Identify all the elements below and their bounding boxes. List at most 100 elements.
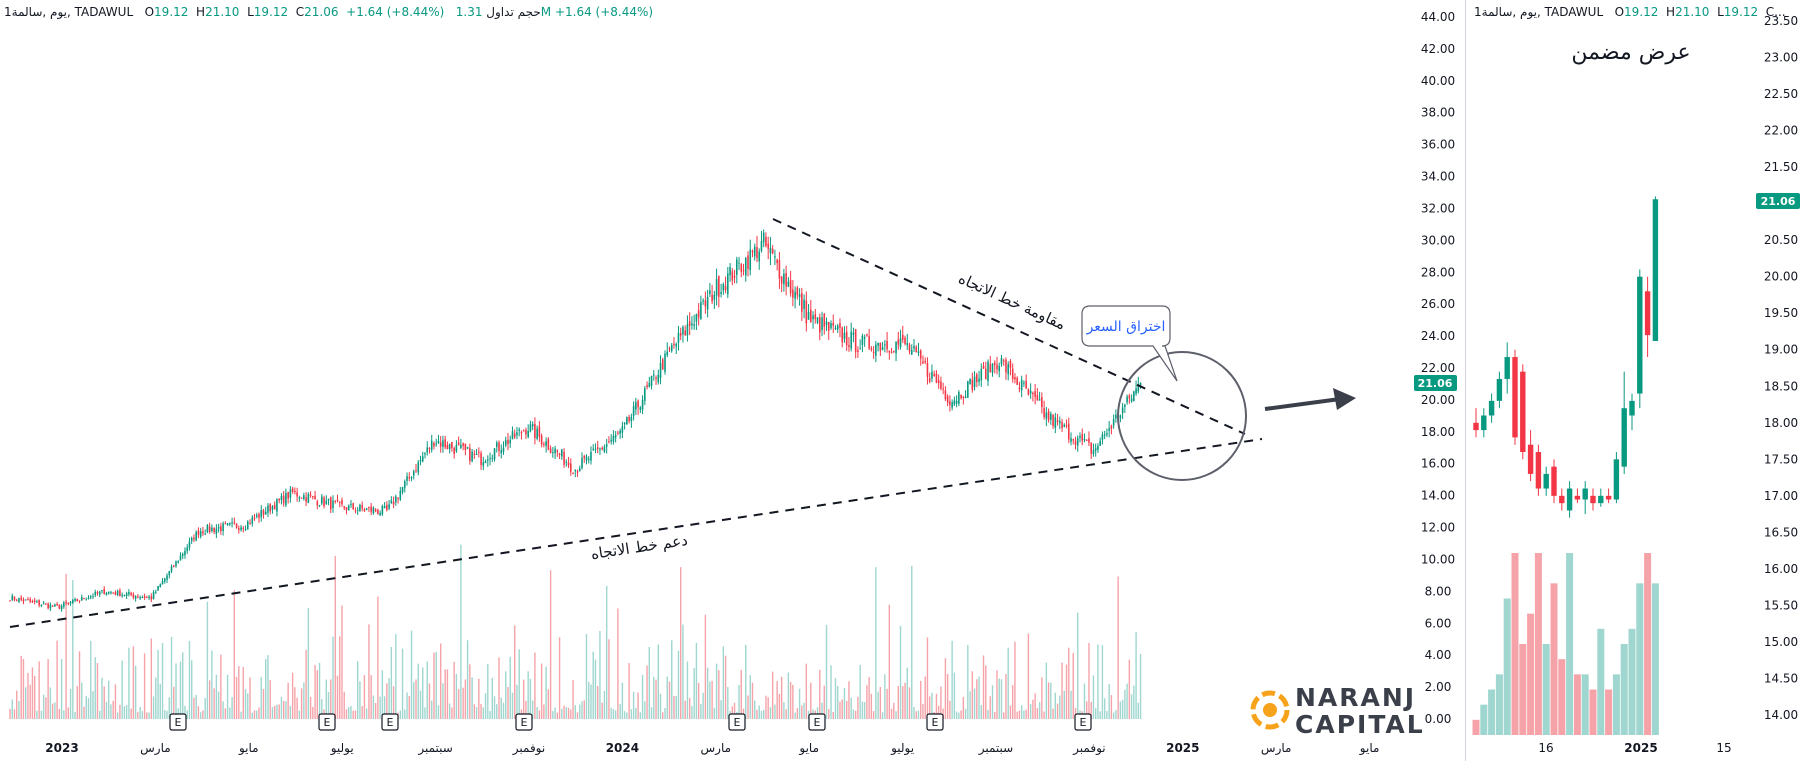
price-candle xyxy=(242,527,245,529)
price-candle xyxy=(670,345,673,352)
price-candle xyxy=(886,340,888,350)
main-chart-canvas[interactable]: 44.00 42.00 40.00 38.00 36.00 34.00 32.00 30.00… xyxy=(0,0,1465,761)
price-candle xyxy=(888,350,891,353)
inset-price-tick-label: 23.00 xyxy=(1764,51,1798,65)
price-candle xyxy=(1081,434,1084,441)
price-candle xyxy=(976,374,978,382)
price-candle xyxy=(693,324,695,326)
volume-bar xyxy=(994,711,996,719)
inset-high-value: 21.10 xyxy=(1675,5,1710,19)
price-candle xyxy=(578,468,581,471)
volume-bar xyxy=(78,651,81,719)
volume-bar xyxy=(341,605,343,719)
volume-bar xyxy=(955,711,958,719)
volume-bar xyxy=(866,685,868,719)
inset-chart-canvas[interactable]: 23.5023.0022.5022.0021.5021.0020.5020.00… xyxy=(1466,0,1814,761)
resistance-trendline[interactable] xyxy=(772,218,1246,435)
volume-bar xyxy=(837,686,839,719)
price-candle xyxy=(935,373,938,383)
volume-bar xyxy=(204,698,206,719)
volume-bar xyxy=(967,645,969,719)
volume-bar xyxy=(776,681,778,719)
volume-bar xyxy=(1137,702,1140,719)
breakout-circle[interactable] xyxy=(1117,351,1247,481)
volume-bar xyxy=(401,648,404,719)
volume-bar xyxy=(112,700,114,719)
volume-bar xyxy=(1041,677,1043,719)
earnings-badge xyxy=(318,713,336,731)
volume-bar xyxy=(879,687,882,719)
price-candle xyxy=(1052,414,1054,426)
volume-bar xyxy=(417,663,419,719)
inset-chart-pane[interactable]: 1يوم ,سالمة, TADAWUL O19.12 H21.10 L19.1… xyxy=(1466,0,1814,761)
volume-bar xyxy=(567,707,570,719)
volume-bar xyxy=(641,674,644,719)
price-candle xyxy=(563,451,565,465)
volume-bar xyxy=(143,653,146,719)
price-candle xyxy=(1074,440,1077,445)
earnings-marker: E xyxy=(318,713,336,731)
volume-bar xyxy=(404,709,406,719)
volume-bar xyxy=(276,704,278,719)
price-candle xyxy=(704,300,707,307)
price-candle xyxy=(1002,360,1005,362)
volume-bar xyxy=(763,709,765,719)
price-candle xyxy=(224,523,227,525)
volume-bar xyxy=(435,651,437,719)
volume-bar xyxy=(706,667,709,719)
price-candle xyxy=(38,600,40,606)
volume-bar xyxy=(247,693,249,719)
main-chart-pane[interactable]: 1يوم ,سالمة, TADAWUL O19.12 H21.10 L19.1… xyxy=(0,0,1466,761)
price-candle xyxy=(1059,421,1061,424)
volume-bar xyxy=(433,652,435,719)
inset-symbol-label[interactable]: 1يوم ,سالمة, TADAWUL xyxy=(1474,5,1604,19)
logo-line-2: CAPITAL xyxy=(1295,710,1425,739)
volume-bar xyxy=(872,711,875,719)
price-tick-label: 6.00 xyxy=(1425,616,1452,630)
inset-volume-bar xyxy=(1605,689,1613,735)
volume-bar xyxy=(224,708,227,719)
volume-bar xyxy=(220,654,222,719)
volume-bar xyxy=(168,697,170,719)
price-candle xyxy=(98,591,101,595)
volume-bar xyxy=(1103,698,1106,719)
volume-bar xyxy=(890,708,893,719)
volume-bar xyxy=(626,712,628,719)
volume-bar xyxy=(1128,659,1131,719)
volume-bar xyxy=(451,707,453,719)
time-tick-label: 2023 xyxy=(45,741,78,755)
volume-bar xyxy=(303,682,305,719)
volume-bar xyxy=(1112,712,1115,719)
time-tick-label: مايو xyxy=(238,741,259,756)
symbol-label[interactable]: 1يوم ,سالمة, TADAWUL xyxy=(4,5,134,19)
price-candle xyxy=(105,593,108,596)
volume-bar xyxy=(500,697,502,719)
price-candle xyxy=(51,605,54,607)
price-candle xyxy=(271,506,274,510)
price-candle xyxy=(33,600,36,602)
inset-candles xyxy=(1473,196,1659,518)
volume-bar xyxy=(309,696,312,719)
inset-volume-bar xyxy=(1644,553,1652,735)
price-candle xyxy=(305,497,307,502)
price-candle xyxy=(801,293,803,312)
volume-bar xyxy=(265,659,267,719)
price-candle xyxy=(561,449,563,457)
volume-bar xyxy=(130,708,132,719)
price-candle xyxy=(141,597,144,599)
volume-bar xyxy=(574,705,576,719)
volume-bar xyxy=(982,655,985,719)
volume-bar xyxy=(289,705,292,719)
price-candle xyxy=(926,362,929,377)
price-candle xyxy=(567,462,570,466)
volume-bar xyxy=(155,677,157,719)
price-candle xyxy=(31,601,34,603)
price-candle xyxy=(199,531,202,537)
support-trendline[interactable] xyxy=(9,438,1263,628)
breakout-callout[interactable]: اختراق السعر xyxy=(1081,305,1178,382)
volume-bar xyxy=(475,707,478,719)
price-candle xyxy=(967,381,969,398)
inset-volume-bar xyxy=(1542,644,1550,735)
price-candle xyxy=(722,284,725,291)
